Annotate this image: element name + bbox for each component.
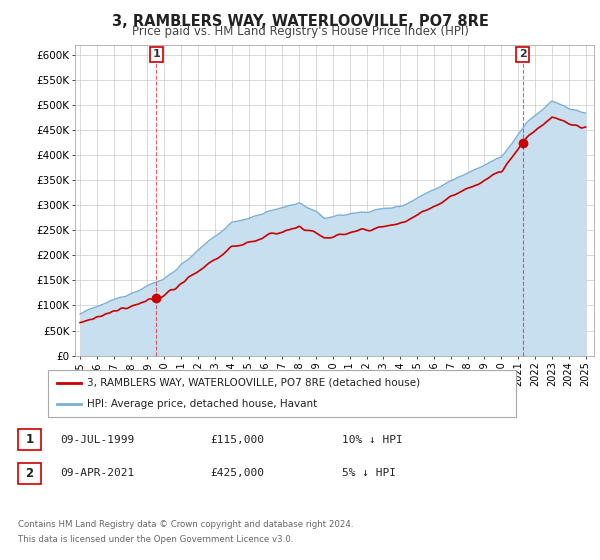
Text: 10% ↓ HPI: 10% ↓ HPI	[342, 435, 403, 445]
Text: 3, RAMBLERS WAY, WATERLOOVILLE, PO7 8RE (detached house): 3, RAMBLERS WAY, WATERLOOVILLE, PO7 8RE …	[87, 378, 420, 388]
Text: Contains HM Land Registry data © Crown copyright and database right 2024.: Contains HM Land Registry data © Crown c…	[18, 520, 353, 529]
Text: 5% ↓ HPI: 5% ↓ HPI	[342, 468, 396, 478]
Text: HPI: Average price, detached house, Havant: HPI: Average price, detached house, Hava…	[87, 399, 317, 409]
Text: 09-JUL-1999: 09-JUL-1999	[60, 435, 134, 445]
Text: 09-APR-2021: 09-APR-2021	[60, 468, 134, 478]
Text: This data is licensed under the Open Government Licence v3.0.: This data is licensed under the Open Gov…	[18, 535, 293, 544]
Text: 3, RAMBLERS WAY, WATERLOOVILLE, PO7 8RE: 3, RAMBLERS WAY, WATERLOOVILLE, PO7 8RE	[112, 14, 488, 29]
Text: 2: 2	[25, 466, 34, 480]
Text: Price paid vs. HM Land Registry's House Price Index (HPI): Price paid vs. HM Land Registry's House …	[131, 25, 469, 38]
Text: 2: 2	[519, 49, 527, 59]
Text: 1: 1	[152, 49, 160, 59]
Text: £115,000: £115,000	[210, 435, 264, 445]
Text: 1: 1	[25, 433, 34, 446]
Text: £425,000: £425,000	[210, 468, 264, 478]
